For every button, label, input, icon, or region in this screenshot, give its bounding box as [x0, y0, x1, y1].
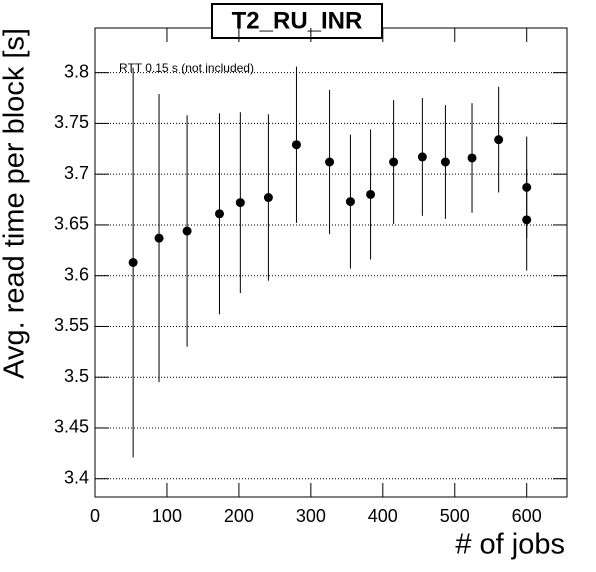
point	[345, 197, 355, 207]
x-tick-label: 600	[512, 506, 542, 526]
point	[214, 209, 224, 219]
point	[154, 233, 164, 243]
point	[494, 135, 504, 145]
point	[182, 226, 192, 236]
x-tick-label: 0	[90, 506, 100, 526]
point	[235, 198, 245, 208]
point	[440, 157, 450, 167]
y-axis-title: Avg. read time per block [s]	[0, 28, 31, 379]
point	[263, 193, 273, 203]
plot-frame	[94, 27, 568, 498]
annotation: RTT 0.15 s (not included)	[119, 61, 254, 75]
point	[325, 157, 335, 167]
y-tick-label: 3.6	[64, 264, 89, 284]
y-tick-label: 3.5	[64, 366, 89, 386]
point	[366, 189, 376, 199]
y-tick-label: 3.55	[54, 315, 89, 335]
y-tick-label: 3.7	[64, 163, 89, 183]
x-tick-label: 200	[224, 506, 254, 526]
chart-title: T2_RU_INR	[232, 7, 363, 34]
x-axis-title: # of jobs	[455, 529, 565, 561]
y-tick-label: 3.4	[64, 467, 89, 487]
x-tick-label: 500	[440, 506, 470, 526]
x-tick-label: 300	[296, 506, 326, 526]
x-tick-label: 100	[152, 506, 182, 526]
point	[291, 140, 301, 150]
x-tick-label: 400	[368, 506, 398, 526]
point	[522, 215, 532, 225]
y-tick-label: 3.65	[54, 214, 89, 234]
y-tick-label: 3.75	[54, 112, 89, 132]
title-box	[211, 3, 383, 39]
point	[128, 258, 138, 267]
point	[467, 153, 477, 163]
y-tick-label: 3.45	[54, 417, 89, 437]
y-tick-label: 3.8	[64, 61, 89, 81]
point	[389, 157, 399, 167]
point	[417, 152, 427, 162]
